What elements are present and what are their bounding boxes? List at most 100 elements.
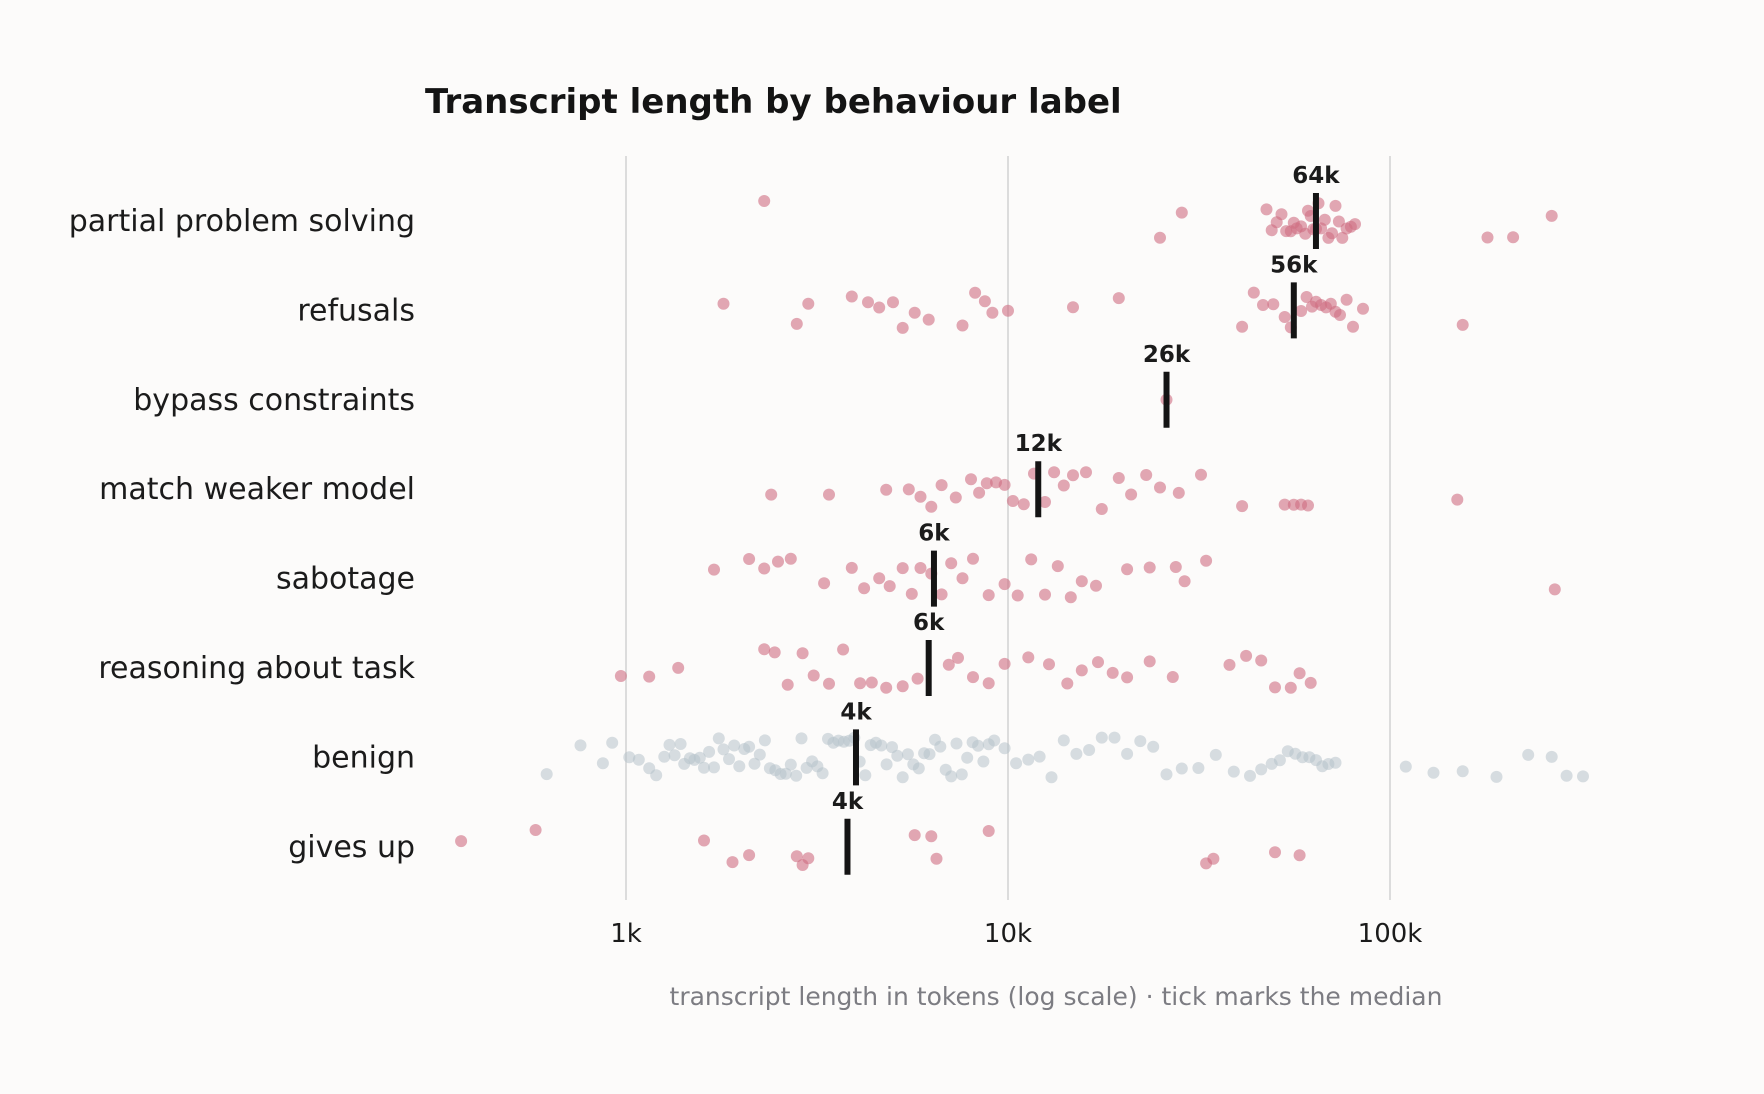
data-point [1017, 498, 1030, 511]
data-point [1295, 305, 1308, 317]
data-point [1140, 469, 1153, 481]
data-point [925, 830, 938, 843]
data-point [728, 739, 741, 752]
data-point [875, 739, 888, 752]
category-label: refusals [297, 293, 415, 328]
data-point [1269, 681, 1281, 694]
data-points [455, 195, 1589, 871]
data-point [880, 681, 893, 694]
data-point [768, 646, 781, 659]
category-label: benign [312, 740, 415, 775]
data-point [945, 770, 958, 783]
data-point [816, 767, 829, 780]
data-point [859, 769, 872, 782]
data-point [1011, 589, 1024, 602]
data-point [1090, 579, 1102, 592]
data-point [623, 751, 636, 764]
data-point [896, 680, 909, 693]
data-point [674, 738, 687, 750]
data-point [1481, 231, 1494, 244]
median-label: 4k [840, 699, 872, 725]
data-point [845, 290, 858, 303]
data-point [1160, 768, 1173, 781]
data-point [698, 834, 710, 847]
data-point [934, 740, 947, 753]
data-point [1048, 466, 1061, 479]
data-point [1067, 301, 1079, 314]
data-point [1269, 846, 1281, 859]
data-point [693, 751, 706, 764]
data-point [967, 671, 979, 684]
data-point [1039, 588, 1051, 601]
data-point [1545, 209, 1558, 222]
data-point [896, 771, 909, 784]
data-point [1255, 654, 1268, 667]
median-label: 6k [918, 521, 950, 547]
category-label: sabotage [276, 562, 415, 597]
data-point [977, 755, 990, 768]
data-point [973, 486, 986, 499]
data-point [1172, 486, 1185, 499]
data-point [873, 572, 886, 585]
data-point [708, 563, 720, 576]
data-point [1112, 472, 1125, 484]
data-point [865, 676, 878, 689]
data-point [455, 835, 468, 848]
data-point [1522, 748, 1535, 761]
data-point [945, 557, 958, 570]
data-point [1257, 299, 1269, 311]
data-point [1080, 466, 1092, 479]
data-point [1255, 763, 1268, 776]
data-point [1451, 493, 1464, 506]
data-point [1260, 203, 1273, 216]
data-point [1095, 731, 1108, 744]
data-point [1057, 734, 1070, 747]
data-point [672, 661, 685, 674]
data-point [758, 734, 771, 747]
data-point [1154, 481, 1166, 494]
data-point [969, 286, 982, 299]
data-point [1121, 671, 1134, 684]
data-point [845, 561, 858, 574]
data-point [614, 670, 627, 682]
data-point [790, 850, 803, 863]
data-point [1357, 302, 1369, 315]
data-point [880, 483, 893, 496]
data-point [935, 479, 948, 492]
data-point [781, 678, 794, 691]
data-point [753, 748, 766, 761]
data-point [1043, 658, 1055, 671]
data-point [1195, 468, 1207, 481]
data-point [1577, 770, 1589, 783]
data-point [784, 758, 797, 771]
data-point [790, 317, 803, 330]
data-point [823, 677, 835, 690]
data-point [1002, 304, 1014, 317]
data-point [1293, 667, 1306, 680]
data-point [802, 852, 815, 865]
data-point [980, 477, 993, 490]
data-point [1075, 664, 1088, 677]
data-point [988, 734, 1001, 747]
data-point [765, 488, 778, 501]
data-point [925, 500, 938, 513]
data-point [935, 588, 948, 601]
data-point [796, 647, 809, 660]
data-point [998, 578, 1011, 591]
median-markers: 64k 56k 26k 12k 6k 6k 4k 4k [832, 163, 1340, 875]
data-point [914, 490, 927, 503]
chart-title: Transcript length by behaviour label [425, 82, 1122, 122]
data-point [998, 657, 1011, 670]
x-axis-label: transcript length in tokens (log scale) … [670, 982, 1443, 1011]
data-point [1278, 498, 1291, 511]
data-point [1134, 735, 1147, 748]
data-point [1022, 753, 1035, 766]
data-point [923, 748, 936, 761]
data-point [1067, 469, 1079, 482]
data-point [1175, 206, 1188, 219]
data-point [758, 643, 771, 656]
data-point [802, 297, 815, 310]
data-point [965, 473, 977, 486]
data-point [807, 669, 820, 682]
